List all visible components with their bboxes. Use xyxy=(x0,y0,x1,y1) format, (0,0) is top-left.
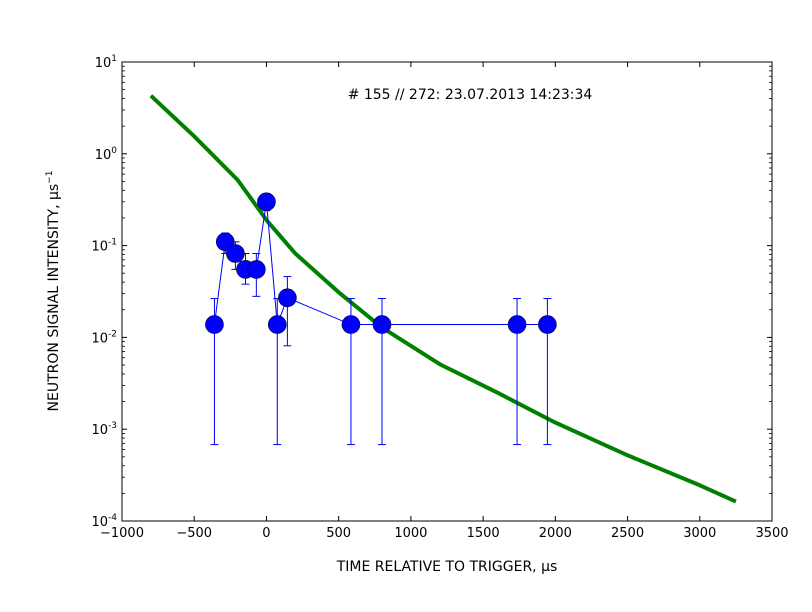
x-tick-label: −500 xyxy=(176,526,212,541)
x-tick-label: 3500 xyxy=(755,526,788,541)
data-point xyxy=(278,288,297,308)
data-point xyxy=(226,244,245,263)
data-point xyxy=(247,260,266,279)
data-point xyxy=(205,315,224,334)
data-point xyxy=(507,315,527,334)
data-point xyxy=(257,192,276,212)
y-axis-title: NEUTRON SIGNAL INTENSITY, μs−1 xyxy=(45,171,62,412)
x-tick-label: 2500 xyxy=(611,526,644,541)
y-tick-label: 10-3 xyxy=(91,421,117,438)
x-tick-label: 3000 xyxy=(683,526,716,541)
x-tick-label: 1000 xyxy=(394,526,427,541)
plot-area xyxy=(122,62,772,521)
chart-annotation: # 155 // 272: 23.07.2013 14:23:34 xyxy=(348,87,593,103)
y-axis-title-superscript: −1 xyxy=(45,171,55,184)
y-tick-label: 101 xyxy=(95,54,117,71)
y-tick-label: 10-2 xyxy=(91,329,117,346)
data-point xyxy=(267,315,287,334)
x-tick-label: 1500 xyxy=(467,526,500,541)
x-tick-label: −1000 xyxy=(100,526,144,541)
x-tick-label: 500 xyxy=(326,526,351,541)
y-tick-label: 100 xyxy=(95,146,118,163)
series-layer xyxy=(149,94,737,504)
data-point xyxy=(372,315,392,334)
y-tick-label: 10-1 xyxy=(91,238,117,255)
x-axis-title: TIME RELATIVE TO TRIGGER, μs xyxy=(336,559,558,575)
data-point xyxy=(341,315,361,334)
x-tick-label: 2000 xyxy=(539,526,572,541)
plot-frame xyxy=(121,61,773,522)
ticks-layer: −1000 −500 0 500 1000 1500 2000 2500 3000 3500 10-… xyxy=(91,54,788,541)
y-tick-label: 10-4 xyxy=(91,513,117,530)
y-axis-title-text: NEUTRON SIGNAL INTENSITY, μs xyxy=(46,184,62,412)
x-tick-label: 0 xyxy=(262,526,270,541)
data-point xyxy=(538,315,557,334)
